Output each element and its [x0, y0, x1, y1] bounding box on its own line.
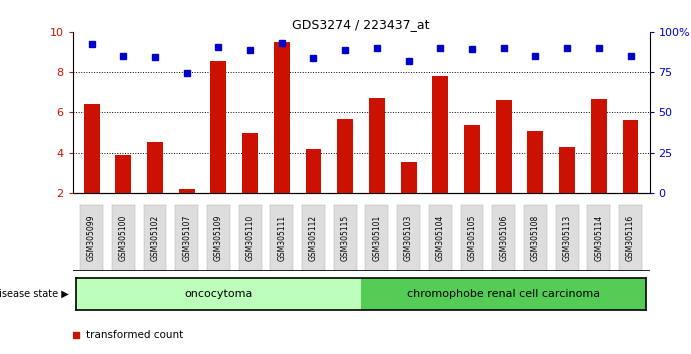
FancyBboxPatch shape — [302, 205, 325, 271]
Text: GSM305108: GSM305108 — [531, 215, 540, 261]
Bar — [305, 149, 321, 193]
Bar — [495, 100, 511, 193]
FancyBboxPatch shape — [587, 205, 610, 271]
Bar — [179, 189, 195, 193]
Text: GSM305100: GSM305100 — [119, 215, 128, 261]
Bar — [369, 98, 385, 193]
Bar — [274, 42, 290, 193]
FancyBboxPatch shape — [270, 205, 293, 271]
FancyBboxPatch shape — [619, 205, 642, 271]
Text: GSM305109: GSM305109 — [214, 215, 223, 261]
Text: oncocytoma: oncocytoma — [184, 289, 253, 299]
Text: GSM305101: GSM305101 — [372, 215, 381, 261]
FancyBboxPatch shape — [207, 205, 230, 271]
Bar — [591, 99, 607, 193]
FancyBboxPatch shape — [144, 205, 167, 271]
FancyBboxPatch shape — [461, 205, 484, 271]
Text: GSM305104: GSM305104 — [436, 215, 445, 261]
Bar — [84, 104, 100, 193]
FancyBboxPatch shape — [361, 278, 646, 310]
Text: GSM305103: GSM305103 — [404, 215, 413, 261]
Bar — [242, 132, 258, 193]
FancyBboxPatch shape — [80, 205, 103, 271]
Bar — [337, 119, 353, 193]
FancyBboxPatch shape — [176, 205, 198, 271]
FancyBboxPatch shape — [366, 205, 388, 271]
Bar — [623, 120, 638, 193]
Text: GSM305113: GSM305113 — [562, 215, 571, 261]
Text: GSM305105: GSM305105 — [468, 215, 477, 261]
FancyBboxPatch shape — [238, 205, 261, 271]
Text: GSM305102: GSM305102 — [151, 215, 160, 261]
Bar — [211, 61, 227, 193]
FancyBboxPatch shape — [334, 205, 357, 271]
Text: GSM305111: GSM305111 — [277, 215, 286, 261]
Text: disease state ▶: disease state ▶ — [0, 289, 69, 299]
Text: GSM305110: GSM305110 — [245, 215, 254, 261]
Bar — [527, 131, 543, 193]
Bar — [559, 147, 575, 193]
Text: GSM305106: GSM305106 — [499, 215, 508, 261]
FancyBboxPatch shape — [429, 205, 452, 271]
Bar — [115, 155, 131, 193]
Bar — [147, 142, 163, 193]
Text: GSM305114: GSM305114 — [594, 215, 603, 261]
Text: chromophobe renal cell carcinoma: chromophobe renal cell carcinoma — [407, 289, 600, 299]
Text: transformed count: transformed count — [86, 330, 184, 339]
FancyBboxPatch shape — [524, 205, 547, 271]
Title: GDS3274 / 223437_at: GDS3274 / 223437_at — [292, 18, 430, 31]
Bar — [401, 162, 417, 193]
Bar — [464, 125, 480, 193]
Text: GSM305116: GSM305116 — [626, 215, 635, 261]
FancyBboxPatch shape — [397, 205, 420, 271]
FancyBboxPatch shape — [76, 278, 361, 310]
FancyBboxPatch shape — [492, 205, 515, 271]
Text: GSM305099: GSM305099 — [87, 215, 96, 261]
FancyBboxPatch shape — [556, 205, 578, 271]
Text: GSM305115: GSM305115 — [341, 215, 350, 261]
Text: GSM305112: GSM305112 — [309, 215, 318, 261]
Bar — [433, 76, 448, 193]
Text: GSM305107: GSM305107 — [182, 215, 191, 261]
FancyBboxPatch shape — [112, 205, 135, 271]
